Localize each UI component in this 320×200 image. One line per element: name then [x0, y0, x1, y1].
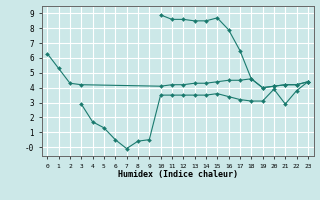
X-axis label: Humidex (Indice chaleur): Humidex (Indice chaleur): [118, 170, 237, 179]
